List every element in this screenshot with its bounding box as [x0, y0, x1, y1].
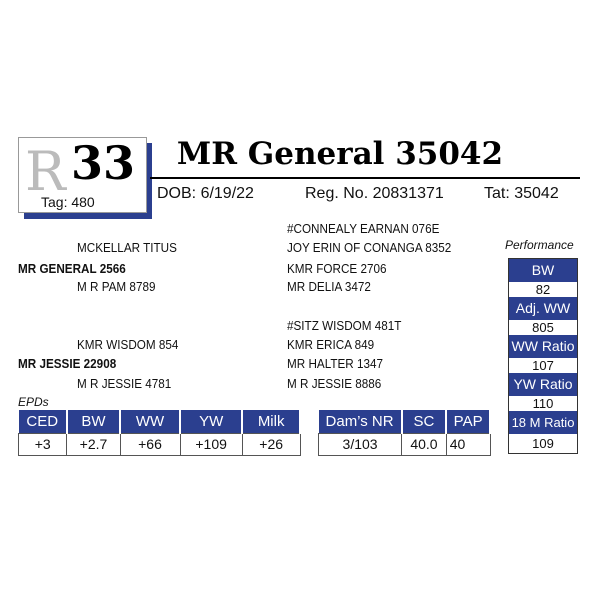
epd-header: CED	[18, 410, 68, 433]
pedigree-sdd: MR DELIA 3472	[287, 279, 371, 294]
pedigree-ss: MCKELLAR TITUS	[77, 240, 177, 255]
pedigree-ddd: M R JESSIE 8886	[287, 376, 382, 391]
performance-label: Performance	[505, 238, 574, 252]
pedigree-sd: M R PAM 8789	[77, 279, 156, 294]
tag-number: Tag: 480	[41, 194, 95, 210]
epd-value: +66	[119, 432, 181, 456]
animal-name: MR General 35042	[176, 136, 504, 172]
pedigree-sss: #CONNEALY EARNAN 076E	[287, 221, 440, 236]
perf-value: 110	[509, 396, 577, 411]
other-value: 3/103	[317, 432, 403, 456]
epds-label: EPDs	[18, 395, 49, 409]
pedigree-sire: MR GENERAL 2566	[18, 261, 126, 276]
other-header: PAP	[446, 410, 491, 433]
other-header: Dam’s NR	[318, 410, 403, 433]
perf-header: 18 M Ratio	[509, 411, 577, 434]
pedigree-ds: KMR WISDOM 854	[77, 337, 179, 352]
perf-header: BW	[509, 259, 577, 282]
other-value: 40.0	[401, 432, 447, 456]
epd-header: WW	[120, 410, 181, 433]
perf-value: 82	[509, 282, 577, 297]
epd-header: BW	[66, 410, 122, 433]
epd-value: +109	[179, 432, 243, 456]
perf-value: 805	[509, 320, 577, 335]
reg-no: Reg. No. 20831371	[305, 185, 444, 202]
pedigree-dsd: KMR ERICA 849	[287, 337, 375, 352]
pedigree-sds: KMR FORCE 2706	[287, 261, 387, 276]
perf-header: WW Ratio	[509, 335, 577, 358]
epd-value: +26	[241, 432, 301, 456]
dob: DOB: 6/19/22	[157, 185, 254, 202]
epd-value: +3	[17, 432, 68, 456]
perf-value: 109	[509, 434, 577, 453]
pedigree-dd: M R JESSIE 4781	[77, 376, 172, 391]
pedigree-dds: MR HALTER 1347	[287, 356, 384, 371]
performance-table: BW 82 Adj. WW 805 WW Ratio 107 YW Ratio …	[508, 258, 578, 454]
epd-value: +2.7	[66, 432, 121, 456]
epd-header: YW	[180, 410, 244, 433]
perf-value: 107	[509, 358, 577, 373]
perf-header: Adj. WW	[509, 297, 577, 320]
pedigree-dss: #SITZ WISDOM 481T	[287, 318, 402, 333]
tattoo: Tat: 35042	[484, 185, 559, 202]
dam-sc-pap-table: Dam’s NR SC PAP 3/103 40.0 40	[317, 410, 491, 456]
pedigree-dam: MR JESSIE 22908	[18, 356, 117, 371]
epd-table: CED BW WW YW Milk +3 +2.7 +66 +109 +26	[17, 410, 301, 456]
pedigree-ssd: JOY ERIN OF CONANGA 8352	[287, 240, 452, 255]
logo: R	[25, 140, 66, 203]
lot-box: R 33 Tag: 480	[18, 136, 147, 213]
other-value: 40	[445, 432, 491, 456]
epd-header: Milk	[242, 410, 301, 433]
other-header: SC	[401, 410, 448, 433]
lot-number: 33	[71, 136, 136, 190]
divider	[150, 177, 580, 179]
perf-header: YW Ratio	[509, 373, 577, 396]
